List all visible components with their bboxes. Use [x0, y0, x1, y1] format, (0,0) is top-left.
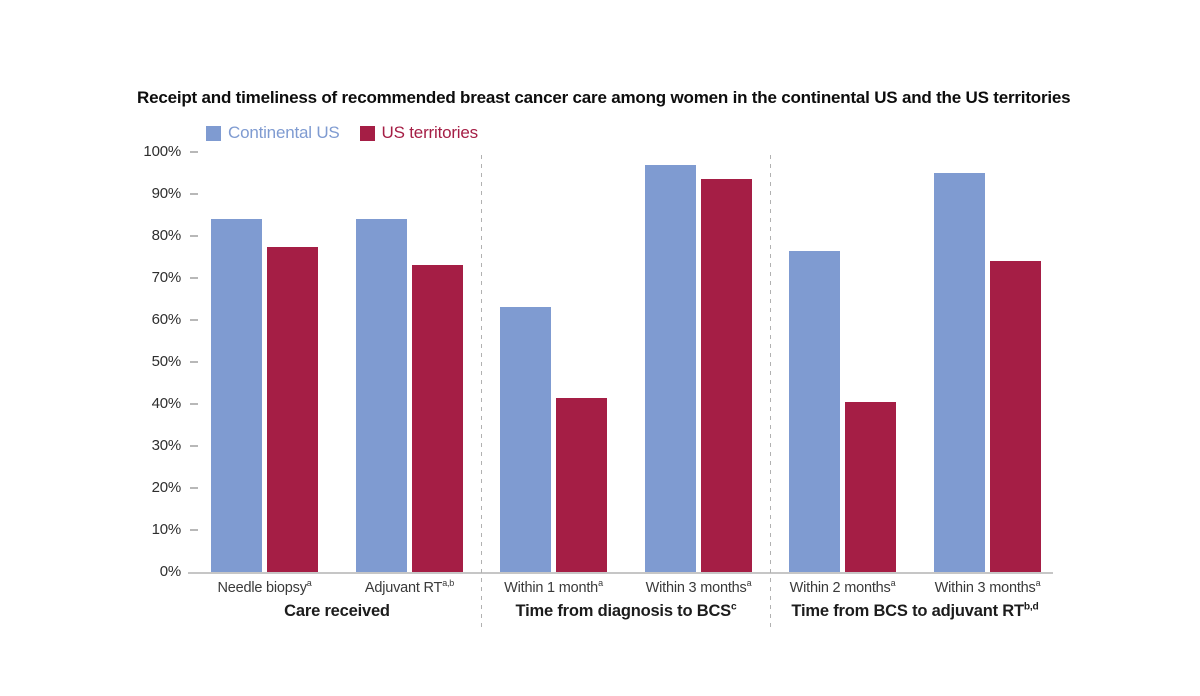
y-axis-tick-label: 20% — [151, 479, 182, 496]
legend-swatch-continental-us-icon — [206, 125, 221, 141]
bar-continental-us — [500, 307, 551, 572]
y-axis-tick-label: 50% — [151, 353, 182, 370]
bar-us-territories — [990, 261, 1041, 572]
legend-swatch-us-territories-icon — [359, 125, 375, 141]
y-axis-tick-label: 90% — [151, 185, 182, 202]
category-label: Within 1 montha — [504, 578, 603, 596]
bar-us-territories — [412, 265, 463, 572]
chart-title: Receipt and timeliness of recommended br… — [137, 88, 1071, 107]
legend-label-continental-us: Continental US — [228, 123, 340, 142]
y-axis-tick-mark — [190, 235, 198, 237]
bar-continental-us — [645, 164, 696, 572]
y-axis-tick-label: 70% — [151, 269, 182, 286]
group-title: Care received — [284, 602, 390, 620]
bar-continental-us — [211, 219, 262, 572]
legend-label-us-territories: US territories — [381, 123, 479, 142]
bar-us-territories — [845, 401, 896, 572]
y-axis-tick-mark — [190, 319, 198, 321]
y-axis-tick-label: 10% — [151, 521, 182, 538]
y-axis-tick-label: 0% — [159, 563, 181, 580]
category-label: Within 3 monthsa — [934, 578, 1041, 596]
y-axis-tick-mark — [190, 403, 198, 405]
y-axis-tick-mark — [190, 361, 198, 363]
legend-item-continental-us: Continental US — [206, 123, 340, 143]
bar-us-territories — [701, 179, 752, 572]
bar-us-territories — [556, 397, 607, 572]
y-axis-tick-label: 100% — [143, 143, 181, 160]
group-title: Time from diagnosis to BCSc — [515, 601, 737, 620]
y-axis-tick-label: 40% — [151, 395, 182, 412]
y-axis-tick-mark — [190, 445, 198, 447]
bar-us-territories — [267, 246, 318, 572]
legend: Continental US US territories — [206, 123, 478, 143]
y-axis-tick-mark — [190, 487, 198, 489]
y-axis-tick-label: 80% — [151, 227, 182, 244]
x-axis-line — [188, 572, 1053, 574]
y-axis-tick-label: 60% — [151, 311, 182, 328]
bar-continental-us — [934, 173, 985, 572]
bar-continental-us — [789, 250, 840, 572]
y-axis-tick-mark — [190, 151, 198, 153]
group-divider-line — [481, 155, 482, 628]
category-label: Within 3 monthsa — [645, 578, 752, 596]
y-axis-tick-mark — [190, 193, 198, 195]
legend-item-us-territories: US territories — [359, 123, 479, 143]
y-axis-tick-label: 30% — [151, 437, 182, 454]
category-label: Within 2 monthsa — [789, 578, 896, 596]
group-title: Time from BCS to adjuvant RTb,d — [791, 601, 1039, 620]
y-axis-tick-mark — [190, 529, 198, 531]
category-label: Adjuvant RTa,b — [364, 578, 455, 596]
bar-continental-us — [356, 219, 407, 572]
category-label: Needle biopsya — [217, 578, 312, 596]
y-axis-tick-mark — [190, 277, 198, 279]
group-divider-line — [770, 155, 771, 628]
